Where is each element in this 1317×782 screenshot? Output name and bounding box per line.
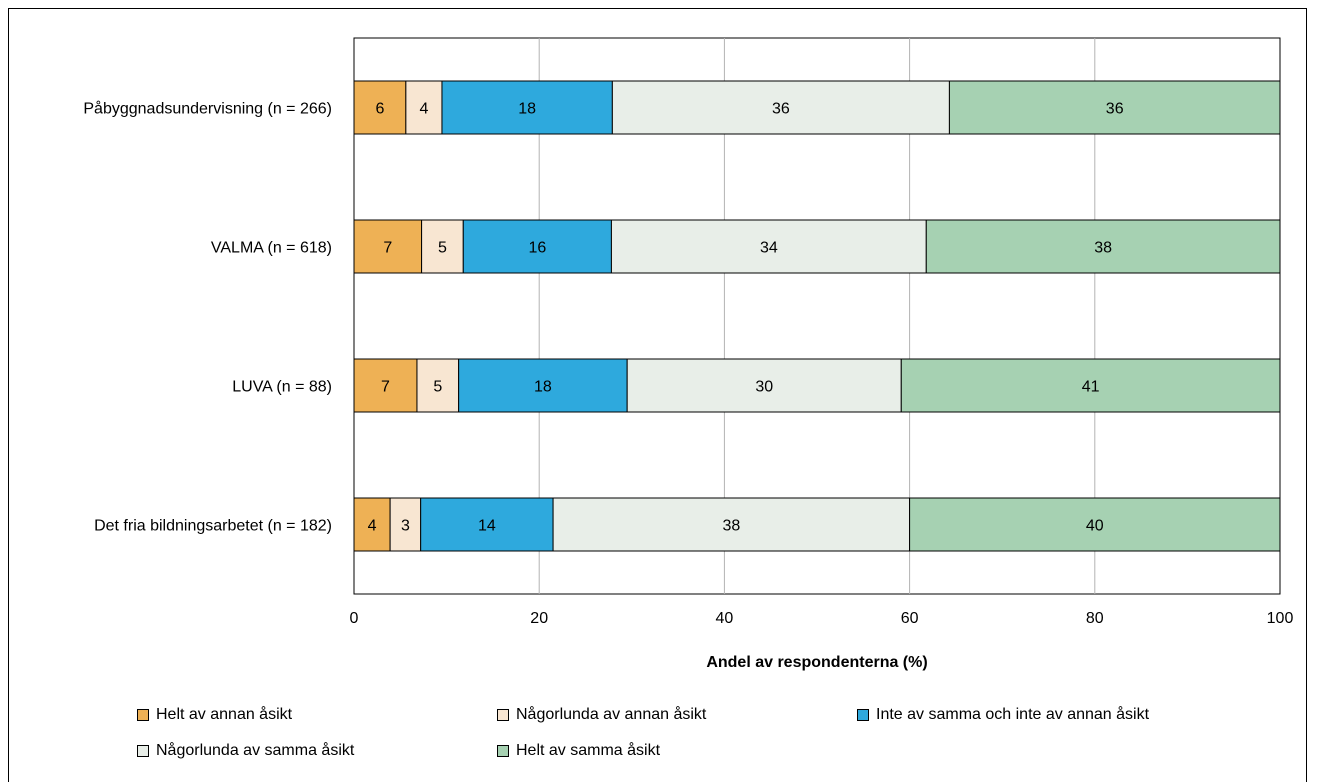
stacked-bar-chart: 6 4 18 36 36 7 5 16 34 38 7 5 18 30 41 4 3 14 38 40 Påbyggn… xyxy=(83,37,1294,671)
legend-swatch xyxy=(497,745,509,757)
legend-label: Någorlunda av annan åsikt xyxy=(516,706,707,723)
bar-segment xyxy=(552,497,911,552)
data-label: 18 xyxy=(534,379,552,396)
legend-label: Helt av annan åsikt xyxy=(156,706,293,723)
legend-label: Inte av samma och inte av annan åsikt xyxy=(876,706,1150,723)
x-tick-label: 60 xyxy=(901,610,919,627)
data-label: 18 xyxy=(518,101,536,118)
bars: 6 4 18 36 36 7 5 16 34 38 7 5 18 30 41 4 3 14 38 40 xyxy=(353,80,1281,552)
data-label: 40 xyxy=(1086,518,1104,535)
bar-segment xyxy=(626,358,902,413)
legend-swatch xyxy=(497,709,509,721)
data-label: 30 xyxy=(755,379,773,396)
bar-segment xyxy=(353,358,418,413)
category-label: LUVA (n = 88) xyxy=(232,379,332,396)
bar-segment xyxy=(353,219,423,274)
x-tick-label: 80 xyxy=(1086,610,1104,627)
data-label: 4 xyxy=(368,518,377,535)
x-axis-title: Andel av respondenterna (%) xyxy=(706,654,927,671)
bar-segment xyxy=(353,80,407,135)
category-label: Påbyggnadsundervisning (n = 266) xyxy=(83,100,332,118)
x-tick-label: 100 xyxy=(1267,610,1294,627)
data-label: 38 xyxy=(722,518,740,535)
bar-segment xyxy=(420,497,554,552)
legend-item: Någorlunda av samma åsikt xyxy=(137,742,354,760)
data-label: 5 xyxy=(433,379,442,396)
data-label: 3 xyxy=(401,518,410,535)
data-label: 14 xyxy=(478,518,496,535)
data-label: 36 xyxy=(772,101,790,118)
bar-segment xyxy=(441,80,613,135)
data-label: 4 xyxy=(419,101,428,118)
category-label: VALMA (n = 618) xyxy=(211,240,332,257)
data-label: 16 xyxy=(528,240,546,257)
legend-item: Helt av samma åsikt xyxy=(497,742,660,760)
category-label: Det fria bildningsarbetet (n = 182) xyxy=(94,518,332,535)
bar-segment xyxy=(416,358,460,413)
bar-segment xyxy=(948,80,1281,135)
legend-swatch xyxy=(137,745,149,757)
data-label: 7 xyxy=(383,240,392,257)
data-label: 7 xyxy=(381,379,390,396)
bar-segment xyxy=(610,219,927,274)
legend-swatch xyxy=(137,709,149,721)
legend-item: Någorlunda av annan åsikt xyxy=(497,706,706,724)
data-label: 34 xyxy=(760,240,778,257)
category-labels: Påbyggnadsundervisning (n = 266) VALMA (n… xyxy=(83,100,332,535)
legend-swatch xyxy=(857,709,869,721)
data-label: 5 xyxy=(438,240,447,257)
data-label: 6 xyxy=(375,101,384,118)
data-label: 41 xyxy=(1082,379,1100,396)
bar-segment xyxy=(389,497,422,552)
chart-frame xyxy=(8,8,1307,782)
legend-item: Helt av annan åsikt xyxy=(137,706,292,724)
x-tick-label: 0 xyxy=(350,610,359,627)
legend-item: Inte av samma och inte av annan åsikt xyxy=(857,706,1149,724)
x-tick-labels: 0 20 40 60 80 100 xyxy=(350,610,1294,627)
legend-label: Helt av samma åsikt xyxy=(516,742,661,759)
bar-segment xyxy=(925,219,1281,274)
x-tick-label: 40 xyxy=(716,610,734,627)
x-tick-label: 20 xyxy=(530,610,548,627)
data-label: 38 xyxy=(1094,240,1112,257)
bar-segment xyxy=(909,497,1281,552)
legend-label: Någorlunda av samma åsikt xyxy=(156,742,355,759)
bar-segment xyxy=(611,80,950,135)
data-label: 36 xyxy=(1106,101,1124,118)
bar-segment xyxy=(900,358,1281,413)
